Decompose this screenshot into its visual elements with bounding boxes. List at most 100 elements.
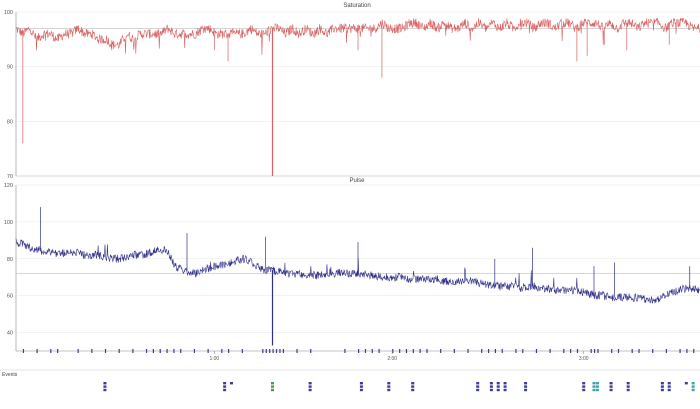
event-dot <box>489 388 493 392</box>
event-marker[interactable] <box>609 382 613 392</box>
event-dot <box>626 382 630 385</box>
event-dot <box>103 382 107 385</box>
event-dot <box>489 385 493 388</box>
pulse-marker <box>145 349 148 353</box>
pulse-y-tick-label: 100 <box>4 220 13 226</box>
pulse-marker <box>481 349 483 353</box>
event-marker[interactable] <box>308 382 312 392</box>
pulse-marker <box>576 349 579 353</box>
event-dot <box>660 382 664 385</box>
event-dot <box>308 382 312 385</box>
event-marker[interactable] <box>229 382 233 385</box>
pulse-marker <box>399 349 401 353</box>
pulse-marker <box>501 349 503 353</box>
event-marker[interactable] <box>691 382 695 392</box>
event-dot <box>489 382 493 385</box>
pulse-marker <box>275 349 278 353</box>
pulse-marker <box>358 349 360 353</box>
time-tick-label: 2:00 <box>387 356 397 362</box>
event-dot <box>411 382 415 385</box>
event-marker[interactable] <box>626 382 630 392</box>
pulse-marker <box>132 349 134 353</box>
pulse-marker <box>686 349 688 353</box>
event-dot <box>660 388 664 392</box>
event-dot <box>223 388 227 392</box>
event-dot <box>271 385 274 388</box>
pulse-panel: Pulse 40 60 80 100 120 1:00 2:00 3:00 <box>4 178 700 362</box>
pulse-marker <box>412 349 414 353</box>
event-dot <box>359 382 363 385</box>
saturation-panel: Saturation 70 80 90 100 <box>4 3 700 180</box>
event-marker[interactable] <box>582 382 586 392</box>
events-label: Events <box>2 372 18 378</box>
pulse-marker <box>262 349 264 353</box>
event-marker[interactable] <box>660 382 664 392</box>
pulse-title: Pulse <box>349 178 365 184</box>
event-dot <box>626 388 630 392</box>
pulse-marker <box>310 349 312 353</box>
pulse-marker <box>265 349 267 353</box>
saturation-title: Saturation <box>343 3 370 9</box>
event-dot <box>223 385 227 388</box>
pulse-marker <box>593 349 596 353</box>
event-marker[interactable] <box>223 382 227 392</box>
pulse-marker <box>50 349 52 353</box>
event-marker[interactable] <box>411 382 415 392</box>
pulse-marker <box>419 349 421 353</box>
event-dot <box>524 388 528 392</box>
event-marker[interactable] <box>595 382 599 392</box>
event-dot <box>476 385 480 388</box>
pulse-marker <box>173 349 175 353</box>
pulse-marker <box>272 349 274 353</box>
event-dot <box>496 388 500 392</box>
event-marker[interactable] <box>489 382 493 392</box>
event-marker[interactable] <box>524 382 528 392</box>
time-tick-label: 3:00 <box>579 356 589 362</box>
event-marker[interactable] <box>496 382 500 392</box>
event-dot <box>691 382 695 385</box>
event-marker[interactable] <box>667 382 671 392</box>
pulse-marker <box>152 349 154 353</box>
event-marker[interactable] <box>684 382 688 385</box>
event-marker[interactable] <box>503 382 507 392</box>
pulse-marker <box>570 349 572 353</box>
pulse-marker <box>104 349 107 353</box>
event-dot <box>595 388 599 392</box>
pulse-marker <box>22 349 25 353</box>
event-dot <box>476 388 480 392</box>
time-tick-label: 1:00 <box>209 356 219 362</box>
event-dot <box>595 382 599 385</box>
event-dot <box>496 382 500 385</box>
event-dot <box>691 385 695 388</box>
pulse-marker <box>241 349 243 353</box>
event-dot <box>524 382 528 385</box>
event-marker[interactable] <box>103 382 107 392</box>
pulse-y-tick-label: 120 <box>4 183 13 189</box>
pulse-marker <box>166 349 168 353</box>
saturation-y-tick-label: 70 <box>7 174 13 180</box>
pulse-y-tick-label: 40 <box>7 331 13 337</box>
event-dot <box>308 388 312 392</box>
event-dot <box>387 382 391 385</box>
pulse-marker <box>405 349 408 353</box>
event-dot <box>626 385 630 388</box>
event-marker[interactable] <box>359 382 363 392</box>
event-dot <box>609 385 613 388</box>
event-dot <box>582 385 586 388</box>
event-dot <box>667 382 671 385</box>
pulse-marker <box>453 349 455 353</box>
event-marker[interactable] <box>271 382 274 392</box>
event-dot <box>595 385 599 388</box>
saturation-y-tick-label: 90 <box>7 65 13 71</box>
event-dot <box>667 388 671 392</box>
pulse-marker <box>535 349 538 353</box>
event-marker[interactable] <box>476 382 480 392</box>
pulse-marker <box>344 349 346 353</box>
event-dot <box>103 388 107 392</box>
event-marker[interactable] <box>592 382 596 392</box>
event-marker[interactable] <box>387 382 391 392</box>
event-dot <box>229 382 233 385</box>
pulse-y-tick-label: 60 <box>7 294 13 300</box>
